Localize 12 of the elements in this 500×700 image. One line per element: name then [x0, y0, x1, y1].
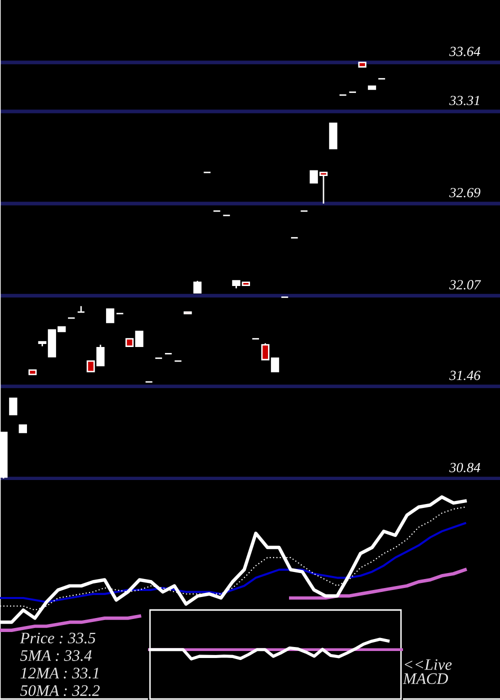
annotation: 50MA : 32.2	[20, 685, 100, 696]
y-tick-label: 30.84	[449, 462, 480, 472]
annotation: Price : 33.5	[20, 632, 96, 644]
annotation: <<Live	[404, 659, 452, 670]
annotation: 5MA : 33.4	[20, 650, 92, 662]
y-tick-label: 33.64	[449, 46, 480, 56]
annotation: 12MA : 33.1	[20, 668, 98, 679]
annotation: MACD	[402, 673, 448, 684]
y-tick-label: 33.31	[449, 96, 480, 106]
y-tick-label: 31.46	[449, 370, 480, 380]
y-tick-label: 32.07	[449, 280, 482, 290]
y-tick-label: 32.69	[449, 188, 480, 198]
